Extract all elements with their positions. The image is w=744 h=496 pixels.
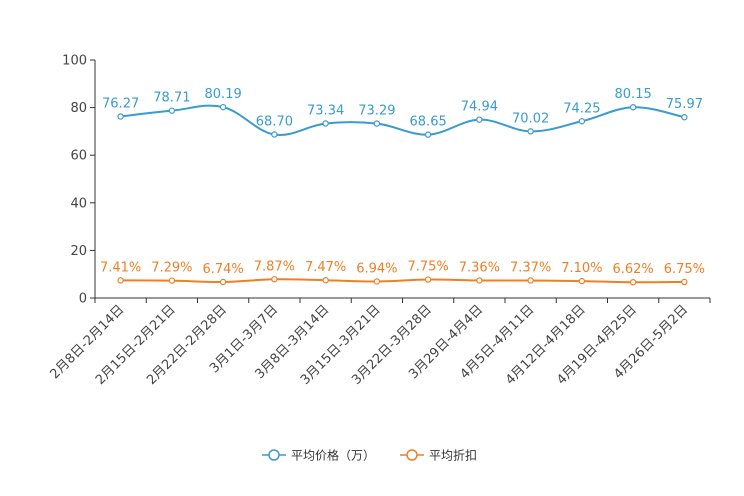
data-label: 78.71	[153, 91, 190, 106]
data-label: 80.15	[615, 87, 652, 102]
data-label: 75.97	[666, 97, 703, 112]
y-tick-label: 60	[70, 149, 87, 164]
y-tick-label: 40	[70, 196, 87, 211]
data-label: 76.27	[102, 96, 139, 111]
y-tick-label: 0	[79, 292, 87, 307]
legend-marker-0	[268, 449, 280, 461]
data-point	[168, 277, 176, 284]
data-point	[578, 118, 586, 125]
data-point	[578, 277, 586, 285]
data-point	[424, 276, 432, 283]
data-point	[476, 116, 483, 123]
data-label: 6.75%	[664, 262, 705, 277]
data-labels: 76.27 78.71 80.19 68.70 73.34 73.29 68.65 74.94…	[100, 87, 705, 277]
y-tick-label: 100	[62, 54, 87, 69]
data-label: 7.75%	[407, 260, 448, 275]
data-point	[527, 128, 534, 135]
data-point	[219, 103, 227, 111]
data-point	[322, 120, 329, 127]
data-point	[271, 276, 278, 283]
data-point	[424, 131, 432, 138]
data-label: 73.34	[307, 103, 344, 118]
data-label: 80.19	[205, 87, 242, 102]
data-label: 74.94	[461, 100, 498, 115]
data-point	[219, 278, 227, 286]
data-label: 6.94%	[356, 261, 397, 276]
data-point	[476, 277, 483, 284]
data-label: 70.02	[512, 111, 549, 126]
legend-marker-1	[406, 449, 418, 461]
data-label: 74.25	[563, 101, 600, 116]
series-line-0	[120, 104, 685, 136]
data-label: 7.47%	[305, 260, 346, 275]
data-point	[117, 113, 124, 120]
data-point	[322, 277, 329, 284]
legend-label-1: 平均折扣	[429, 448, 477, 463]
data-label: 7.41%	[100, 260, 141, 275]
data-point	[681, 278, 688, 286]
y-tick-label: 20	[70, 244, 87, 259]
data-label: 7.29%	[151, 261, 192, 276]
data-point	[373, 120, 381, 127]
data-point	[373, 278, 381, 285]
data-label: 7.36%	[459, 260, 500, 275]
data-point	[629, 104, 637, 111]
data-point	[527, 277, 534, 284]
data-point	[168, 107, 176, 114]
data-point	[681, 113, 688, 121]
legend-label-0: 平均价格（万）	[291, 448, 375, 463]
data-point	[629, 279, 637, 286]
data-label: 7.37%	[510, 260, 551, 275]
data-label: 6.74%	[202, 262, 243, 277]
data-label: 68.70	[256, 114, 293, 129]
y-tick-label: 80	[70, 101, 87, 116]
legend[interactable]: 平均价格（万） 平均折扣	[262, 448, 477, 463]
data-label: 73.29	[358, 104, 395, 119]
series-layer	[117, 103, 688, 286]
data-label: 7.87%	[254, 259, 295, 274]
data-label: 7.10%	[561, 261, 602, 276]
data-label: 68.65	[410, 115, 447, 130]
data-point	[271, 131, 278, 138]
data-label: 6.62%	[612, 262, 653, 277]
series-line-1	[120, 278, 685, 284]
data-point	[117, 277, 124, 284]
